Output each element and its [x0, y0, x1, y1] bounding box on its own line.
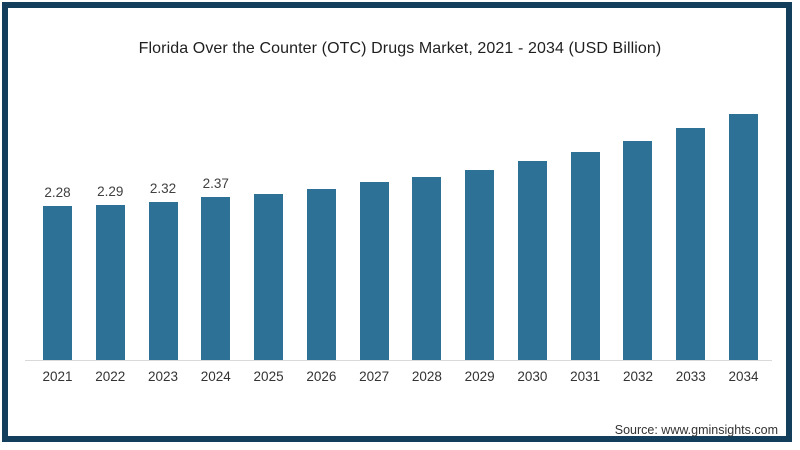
bar-2030 — [517, 161, 547, 360]
x-tick-label-2027: 2027 — [359, 369, 390, 384]
bar-2028 — [412, 177, 442, 360]
x-tick-label-2033: 2033 — [675, 369, 706, 384]
bar-value-label-2023: 2.32 — [149, 181, 177, 196]
bar-2027 — [359, 182, 389, 360]
x-tick-label-2031: 2031 — [570, 369, 601, 384]
x-tick-label-2028: 2028 — [411, 369, 442, 384]
bar-2025 — [254, 194, 284, 360]
source-attribution: Source: www.gminsights.com — [614, 423, 778, 437]
x-tick-label-2023: 2023 — [148, 369, 179, 384]
bar-2026 — [306, 189, 336, 360]
bar-2029 — [465, 170, 495, 360]
plot-area: 2.28 2.29 2.32 2.37 2021 2022 2023 2024 2025 202… — [25, 100, 772, 384]
bar-value-label-2021: 2.28 — [44, 185, 71, 200]
bar-2034 — [729, 114, 758, 360]
x-tick-label-2021: 2021 — [42, 369, 73, 384]
x-tick-label-2025: 2025 — [253, 369, 284, 384]
x-tick-label-2030: 2030 — [517, 369, 548, 384]
bar-2022 — [95, 205, 125, 360]
bar-2033 — [676, 128, 706, 360]
x-tick-label-2032: 2032 — [622, 369, 653, 384]
bar-2032 — [623, 141, 653, 360]
x-tick-label-2024: 2024 — [200, 369, 231, 384]
bar-2031 — [570, 152, 600, 360]
bar-value-label-2022: 2.29 — [97, 184, 124, 199]
bar-value-label-2024: 2.37 — [202, 176, 229, 191]
x-tick-label-2029: 2029 — [464, 369, 495, 384]
x-tick-label-2026: 2026 — [306, 369, 337, 384]
bar-2021 — [43, 206, 72, 360]
bar-2023 — [148, 202, 178, 360]
x-tick-label-2034: 2034 — [728, 369, 759, 384]
chart-frame — [2, 2, 792, 442]
bar-2024 — [201, 197, 231, 360]
x-tick-label-2022: 2022 — [95, 369, 126, 384]
x-axis-line — [25, 360, 772, 361]
chart-title: Florida Over the Counter (OTC) Drugs Mar… — [138, 40, 662, 57]
